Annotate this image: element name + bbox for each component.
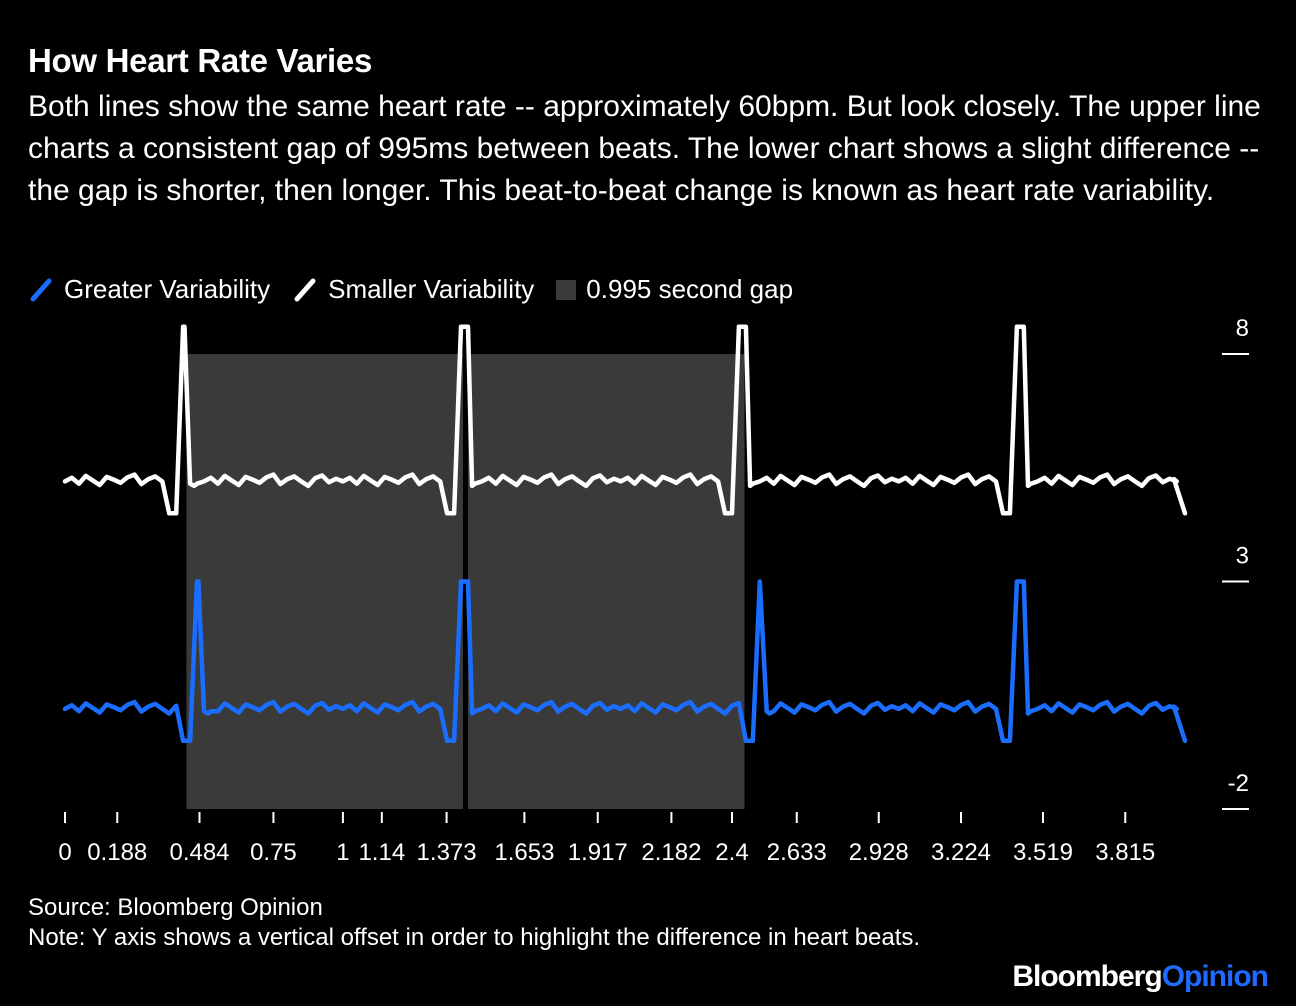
x-tick-label-4: 1 [336,839,349,866]
x-tick-label-3: 0.75 [250,839,297,866]
x-tick-label-5: 1.14 [358,839,405,866]
chart-plot: 0 0.188 0.484 0.75 1 1.14 1.373 1.653 1.917 2.182… [58,315,1249,866]
legend-swatch-gap [556,279,577,300]
x-tick-label-9: 2.182 [641,839,701,866]
series-line-2 [62,579,1188,744]
chart-title: How Heart Rate Varies [28,42,373,79]
footer: Source: Bloomberg Opinion Note: Y axis s… [28,893,988,953]
footnote: Note: Y axis shows a vertical offset in … [28,924,921,951]
x-tick-label-8: 1.917 [568,839,628,866]
legend: Greater Variability Smaller Variability … [28,274,815,305]
legend-swatch-greater [30,278,52,301]
brand-part-2: Opinion [1161,960,1269,993]
x-tick-label-14: 3.519 [1013,839,1073,866]
legend-item-gap: 0.995 second gap [556,274,793,305]
x-tick-label-15: 3.815 [1095,839,1155,866]
legend-swatch-smaller [294,278,316,301]
y-tick-label-2: -2 [1228,770,1249,797]
x-tick-label-0: 0 [58,839,71,866]
legend-item-greater: Greater Variability [28,274,270,305]
legend-label-greater: Greater Variability [64,274,271,304]
x-tick-label-13: 3.224 [931,839,991,866]
source-note: Source: Bloomberg Opinion [28,894,323,921]
y-tick-label-0: 8 [1236,315,1249,342]
gap-band-1 [186,354,463,809]
chart-subtitle: Both lines show the same heart rate -- a… [28,90,1261,207]
x-tick-label-1: 0.188 [87,839,147,866]
gap-band-2 [467,354,745,809]
y-axis: 8 3 -2 [1222,315,1249,810]
x-tick-label-10: 2.4 [715,839,748,866]
x-tick-label-6: 1.373 [417,839,477,866]
legend-item-smaller: Smaller Variability [292,274,534,305]
gap-bands [186,354,745,809]
x-tick-label-12: 2.928 [849,839,909,866]
y-tick-label-1: 3 [1236,543,1249,570]
series-line-1 [62,324,1188,516]
legend-label-gap: 0.995 second gap [586,274,794,304]
brand-part-1: Bloomberg [1012,960,1162,993]
legend-label-smaller: Smaller Variability [328,274,535,304]
x-axis: 0 0.188 0.484 0.75 1 1.14 1.373 1.653 1.917 2.182… [58,812,1155,866]
series-lines [62,324,1188,744]
x-tick-label-7: 1.653 [494,839,554,866]
x-tick-label-11: 2.633 [767,839,827,866]
x-tick-label-2: 0.484 [169,839,229,866]
brand-logo: BloombergOpinion [1012,960,1269,994]
